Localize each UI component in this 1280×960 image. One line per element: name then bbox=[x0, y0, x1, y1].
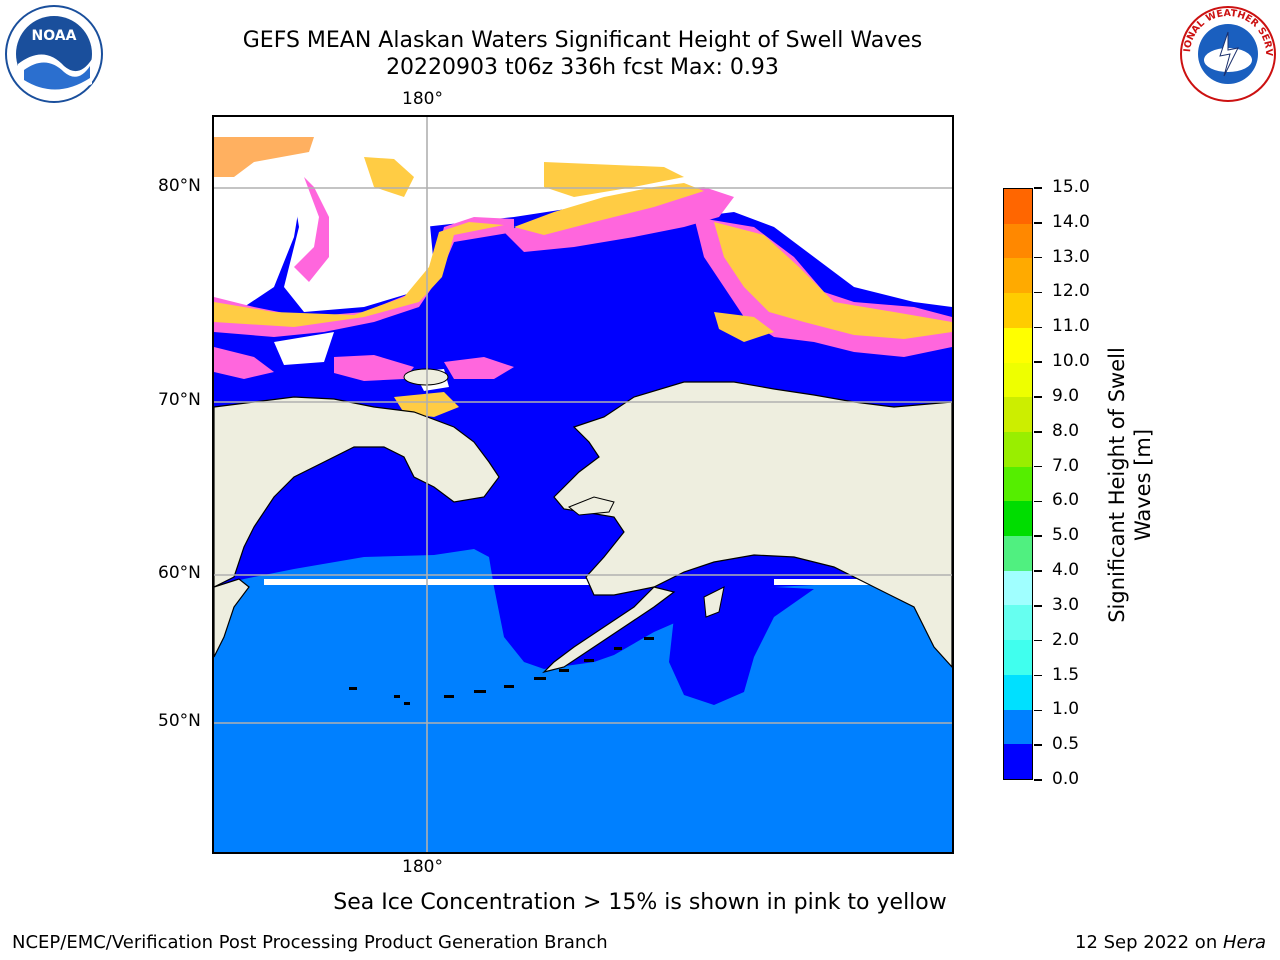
colorbar-tick-label: 10.0 bbox=[1052, 351, 1090, 372]
colorbar-tick bbox=[1034, 674, 1042, 677]
sea-ice-note: Sea Ice Concentration > 15% is shown in … bbox=[333, 890, 947, 915]
colorbar-segment bbox=[1004, 223, 1032, 259]
colorbar-title-line2: Waves [m] bbox=[1131, 428, 1155, 542]
lon-label-top: 180° bbox=[402, 89, 443, 109]
lat-label-60: 60°N bbox=[158, 563, 201, 583]
colorbar-tick bbox=[1034, 291, 1042, 294]
colorbar-tick-label: 15.0 bbox=[1052, 177, 1090, 197]
colorbar-segment bbox=[1004, 466, 1032, 502]
colorbar-tick bbox=[1034, 222, 1042, 224]
colorbar-segment bbox=[1004, 293, 1032, 328]
colorbar-tick bbox=[1034, 744, 1042, 746]
colorbar-segment bbox=[1004, 605, 1032, 641]
colorbar-tick-label: 1.5 bbox=[1052, 664, 1080, 685]
colorbar-tick-label: 2.0 bbox=[1052, 629, 1080, 650]
colorbar-segment bbox=[1004, 709, 1032, 745]
footer-date: 12 Sep 2022 on Hera bbox=[1075, 932, 1266, 953]
colorbar-segment bbox=[1004, 362, 1032, 398]
lon-label-bottom: 180° bbox=[402, 857, 443, 877]
colorbar-tick-label: 8.0 bbox=[1052, 420, 1080, 441]
colorbar-segment bbox=[1004, 189, 1032, 224]
colorbar-tick-label: 9.0 bbox=[1052, 385, 1080, 406]
colorbar-tick bbox=[1034, 570, 1042, 572]
colorbar-title-line1: Significant Height of Swell bbox=[1105, 347, 1129, 623]
colorbar-tick-label: 1.0 bbox=[1052, 699, 1080, 720]
chart-subtitle: 20220903 t06z 336h fcst Max: 0.93 bbox=[386, 55, 779, 80]
colorbar-segment bbox=[1004, 431, 1032, 467]
colorbar-segment bbox=[1004, 536, 1032, 571]
colorbar-segment bbox=[1004, 640, 1032, 675]
colorbar-tick-label: 5.0 bbox=[1052, 525, 1080, 546]
chart-title: GEFS MEAN Alaskan Waters Significant Hei… bbox=[242, 28, 923, 53]
colorbar-title: Significant Height of Swell Waves [m] bbox=[1104, 347, 1156, 623]
colorbar-tick bbox=[1034, 361, 1042, 363]
colorbar-tick bbox=[1034, 779, 1042, 781]
map-panel bbox=[212, 115, 954, 854]
colorbar-tick-label: 0.0 bbox=[1052, 769, 1080, 789]
colorbar-tick bbox=[1034, 431, 1042, 433]
colorbar-segment bbox=[1004, 744, 1032, 779]
colorbar-tick bbox=[1034, 639, 1042, 642]
svg-text:NOAA: NOAA bbox=[32, 28, 77, 44]
colorbar-tick-label: 7.0 bbox=[1052, 455, 1080, 476]
noaa-logo: NOAA bbox=[4, 4, 104, 108]
colorbar-tick bbox=[1034, 396, 1042, 398]
colorbar-tick bbox=[1034, 187, 1042, 189]
colorbar bbox=[1003, 188, 1033, 780]
colorbar-tick bbox=[1034, 256, 1042, 259]
colorbar-segment bbox=[1004, 258, 1032, 294]
colorbar-tick-label: 0.5 bbox=[1052, 734, 1080, 755]
footer-credit: NCEP/EMC/Verification Post Processing Pr… bbox=[12, 932, 608, 953]
colorbar-tick-label: 13.0 bbox=[1052, 246, 1090, 267]
lat-label-70: 70°N bbox=[158, 390, 201, 410]
graticule bbox=[214, 117, 952, 852]
colorbar-tick-label: 3.0 bbox=[1052, 594, 1080, 615]
colorbar-tick bbox=[1034, 605, 1042, 607]
colorbar-segment bbox=[1004, 674, 1032, 710]
colorbar-tick bbox=[1034, 326, 1042, 329]
colorbar-tick-label: 4.0 bbox=[1052, 560, 1080, 581]
colorbar-segment bbox=[1004, 570, 1032, 606]
lat-label-50: 50°N bbox=[158, 711, 201, 731]
colorbar-segment bbox=[1004, 501, 1032, 537]
nws-logo: NATIONAL WEATHER SERVICE bbox=[1174, 0, 1278, 108]
colorbar-tick-label: 12.0 bbox=[1052, 281, 1090, 302]
colorbar-tick-label: 14.0 bbox=[1052, 211, 1090, 232]
map-canvas bbox=[214, 117, 952, 852]
lat-label-80: 80°N bbox=[158, 176, 201, 196]
colorbar-tick bbox=[1034, 465, 1042, 468]
colorbar-tick-label: 6.0 bbox=[1052, 490, 1080, 511]
colorbar-tick-label: 11.0 bbox=[1052, 316, 1090, 337]
colorbar-segment bbox=[1004, 327, 1032, 363]
colorbar-tick bbox=[1034, 709, 1042, 712]
colorbar-segment bbox=[1004, 397, 1032, 432]
colorbar-tick bbox=[1034, 500, 1042, 503]
colorbar-tick bbox=[1034, 535, 1042, 537]
